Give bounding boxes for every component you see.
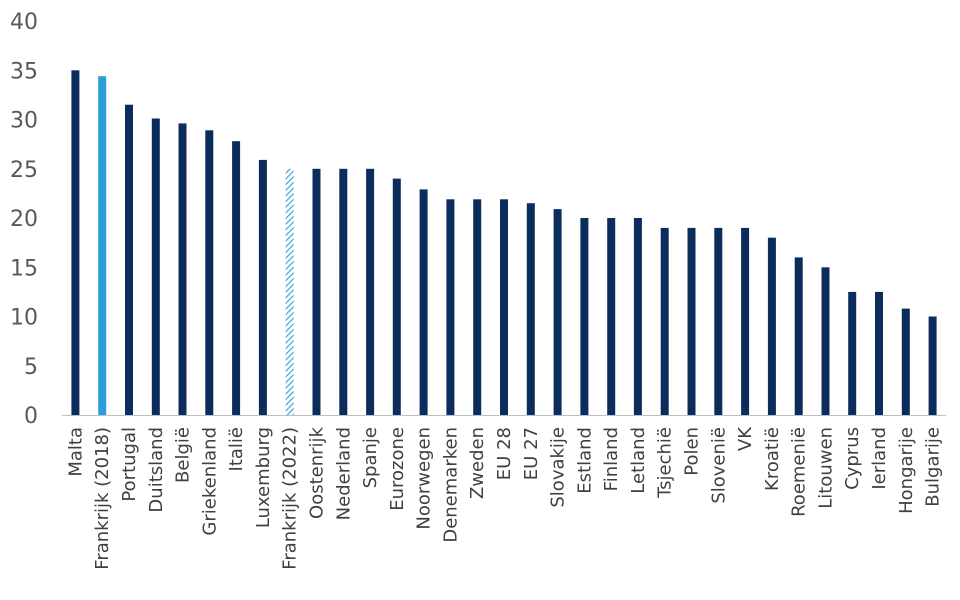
bar bbox=[258, 159, 267, 415]
bar bbox=[419, 189, 428, 415]
bar bbox=[312, 168, 321, 416]
bar bbox=[339, 168, 348, 416]
bar bbox=[580, 218, 589, 415]
x-tick-label: Oostenrijk bbox=[307, 426, 328, 519]
x-tick-label: VK bbox=[735, 426, 756, 451]
x-tick-label: Ierland bbox=[869, 427, 890, 490]
bar bbox=[901, 308, 910, 415]
x-tick-label: Griekenland bbox=[199, 427, 220, 536]
x-tick-label: Malta bbox=[65, 427, 86, 477]
x-tick-label: Letland bbox=[628, 427, 649, 494]
bar bbox=[607, 218, 616, 415]
bar bbox=[71, 70, 80, 416]
bar bbox=[285, 168, 294, 416]
y-tick-label: 5 bbox=[24, 355, 38, 380]
bar bbox=[794, 257, 803, 415]
x-tick-label: Italië bbox=[226, 427, 247, 471]
bar bbox=[633, 218, 642, 415]
bar bbox=[151, 118, 160, 415]
bar bbox=[687, 227, 696, 415]
y-tick-label: 40 bbox=[10, 10, 38, 35]
x-tick-label: Eurozone bbox=[387, 427, 408, 511]
x-tick-label: Bulgarije bbox=[923, 427, 944, 507]
x-tick-label: Slovakije bbox=[548, 427, 569, 508]
y-tick-label: 30 bbox=[10, 109, 38, 134]
x-tick-label: Noorwegen bbox=[414, 427, 435, 530]
bar bbox=[848, 291, 857, 415]
y-tick-label: 25 bbox=[10, 158, 38, 183]
x-tick-label: Litouwen bbox=[816, 427, 837, 509]
x-tick-label: België bbox=[173, 427, 194, 483]
x-tick-label: Cyprus bbox=[842, 427, 863, 490]
x-tick-label: Roemenië bbox=[789, 427, 810, 517]
bar bbox=[232, 141, 241, 415]
bar bbox=[366, 168, 375, 416]
x-tick-label: Hongarije bbox=[896, 427, 917, 514]
bar bbox=[98, 76, 107, 415]
x-tick-label: Estland bbox=[574, 427, 595, 494]
y-tick-label: 10 bbox=[10, 306, 38, 331]
x-tick-label: Tsjechië bbox=[655, 427, 676, 499]
bar bbox=[392, 178, 401, 415]
bars-group bbox=[71, 70, 937, 416]
bar bbox=[875, 291, 883, 415]
y-tick-label: 35 bbox=[10, 59, 38, 84]
y-tick-label: 0 bbox=[24, 404, 38, 429]
bar bbox=[526, 203, 535, 415]
x-tick-label: Zweden bbox=[467, 427, 488, 499]
x-tick-label: Finland bbox=[601, 427, 622, 491]
x-tick-label: EU 28 bbox=[494, 427, 515, 480]
bar bbox=[660, 227, 669, 415]
x-tick-label: EU 27 bbox=[521, 427, 542, 480]
y-tick-label: 15 bbox=[10, 256, 38, 281]
bar bbox=[446, 199, 455, 415]
bar bbox=[473, 199, 482, 415]
x-axis-ticks: Malta Frankrijk (2018) Portugal Duitsland Be… bbox=[65, 426, 943, 570]
x-tick-label: Nederland bbox=[333, 427, 354, 520]
x-tick-label: Slovenië bbox=[708, 427, 729, 504]
x-tick-label: Frankrijk (2018) bbox=[92, 427, 113, 570]
x-tick-label: Kroatië bbox=[762, 427, 783, 491]
bar bbox=[767, 237, 776, 415]
y-tick-label: 20 bbox=[10, 207, 38, 232]
bar bbox=[125, 104, 133, 415]
x-tick-label: Portugal bbox=[119, 427, 140, 502]
x-tick-label: Denemarken bbox=[440, 427, 461, 543]
x-tick-label: Duitsland bbox=[146, 427, 167, 513]
bar bbox=[714, 227, 723, 415]
bar bbox=[928, 316, 937, 415]
bar bbox=[500, 199, 508, 415]
bar bbox=[821, 267, 830, 416]
bar bbox=[205, 130, 214, 416]
bar bbox=[553, 209, 562, 415]
x-tick-label: Frankrijk (2022) bbox=[280, 427, 301, 570]
bar bbox=[178, 123, 187, 416]
x-tick-label: Luxemburg bbox=[253, 427, 274, 528]
x-tick-label: Spanje bbox=[360, 427, 381, 488]
x-tick-label: Polen bbox=[682, 427, 703, 476]
y-axis-ticks: 0 5 10 15 20 25 30 35 40 bbox=[10, 10, 38, 429]
bar bbox=[741, 227, 750, 415]
